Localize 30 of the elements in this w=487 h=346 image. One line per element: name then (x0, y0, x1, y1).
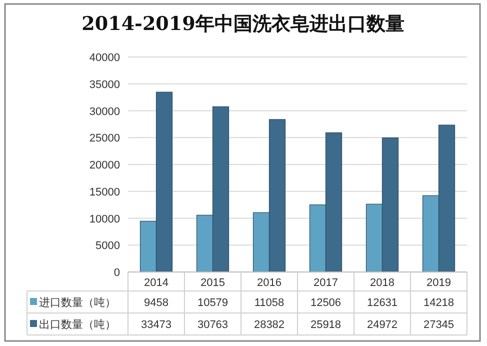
y-tick-label: 20000 (89, 160, 120, 172)
x-tick-label: 2018 (370, 277, 394, 289)
legend-label: 出口数量（吨） (39, 318, 116, 331)
data-label: 9458 (144, 297, 168, 309)
y-tick-label: 25000 (89, 132, 120, 145)
legend-label: 进口数量（吨） (39, 296, 116, 309)
y-tick-label: 40000 (89, 52, 120, 64)
x-tick-label: 2015 (200, 277, 225, 289)
y-tick-label: 15000 (89, 186, 120, 198)
chart-title: 2014-2019年中国洗衣皂进出口数量 (82, 13, 404, 35)
x-tick-label: 2019 (426, 277, 451, 289)
data-label: 30763 (197, 319, 228, 331)
y-tick-label: 10000 (89, 213, 120, 226)
y-tick-label: 5000 (96, 240, 120, 252)
data-label: 14218 (423, 297, 454, 309)
data-label: 12631 (366, 297, 398, 309)
data-label: 12506 (310, 297, 342, 309)
y-tick-label: 0 (114, 267, 120, 279)
y-tick-label: 35000 (89, 78, 120, 91)
data-label: 10579 (197, 297, 228, 309)
data-label: 27345 (423, 319, 454, 331)
x-tick-label: 2014 (144, 277, 168, 289)
data-label: 28382 (254, 319, 285, 331)
data-label: 24972 (366, 319, 398, 331)
data-label: 33473 (140, 319, 172, 331)
x-tick-label: 2016 (257, 277, 282, 289)
data-label: 11058 (254, 297, 284, 309)
data-label: 25918 (310, 319, 342, 331)
x-tick-label: 2017 (314, 277, 338, 289)
y-tick-label: 30000 (89, 106, 120, 118)
